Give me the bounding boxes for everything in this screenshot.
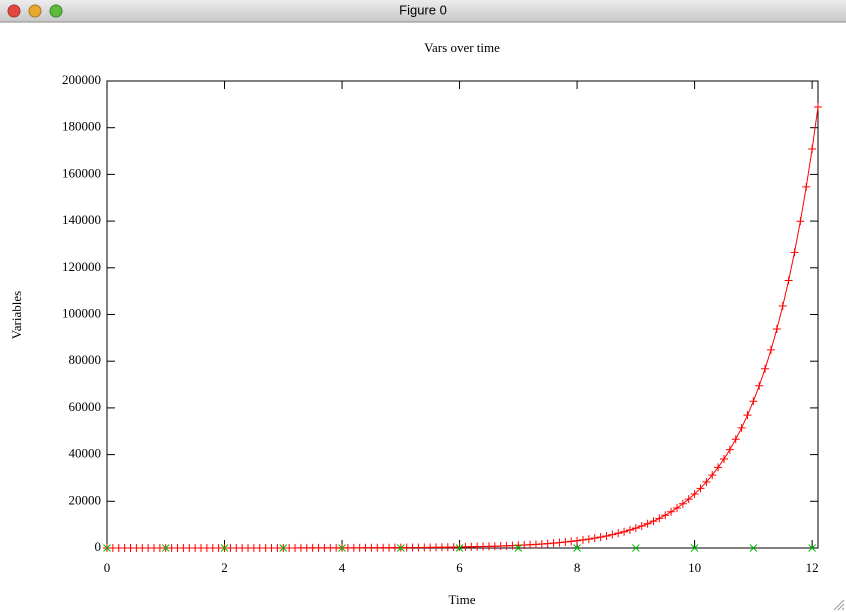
x-tick-label: 4 [339,560,346,575]
point-marker [596,533,605,542]
x-tick-label: 12 [806,560,819,575]
point-marker [708,471,717,480]
point-marker [643,519,652,528]
point-marker [661,511,670,520]
y-tick-label: 180000 [62,119,101,134]
point-marker [655,514,664,523]
point-marker [631,524,640,533]
point-marker [614,529,623,538]
point-marker [103,544,111,552]
point-marker [396,544,405,552]
point-marker [279,544,288,552]
x-axis-label: Time [449,592,476,607]
point-marker [549,539,558,548]
point-marker [161,544,170,552]
point-marker [743,411,752,420]
point-marker [719,454,728,463]
resize-grip[interactable] [833,599,845,611]
chart-title: Vars over time [424,40,500,55]
point-marker [584,535,593,544]
point-marker [220,544,229,552]
point-marker [690,489,699,498]
y-tick-label: 100000 [62,305,101,320]
point-marker [625,526,634,535]
y-tick-label: 120000 [62,259,101,274]
point-marker [814,102,822,111]
point-marker [790,248,799,257]
point-marker [590,534,599,543]
close-button[interactable] [7,4,21,18]
point-marker [455,544,464,552]
minimize-button[interactable] [28,4,42,18]
y-tick-label: 200000 [62,72,101,87]
title-bar [0,0,846,22]
point-marker [802,182,811,191]
point-marker [561,538,570,547]
point-marker [555,538,564,547]
point-marker [725,445,734,454]
point-marker [761,364,770,373]
point-marker [731,435,740,444]
y-axis-label: Variables [9,291,24,339]
x-tick-label: 2 [221,560,228,575]
point-marker [631,544,640,552]
point-marker [755,381,764,390]
y-tick-label: 60000 [69,399,102,414]
point-marker [678,499,687,508]
y-tick-label: 20000 [69,492,102,507]
point-marker [702,478,711,487]
point-marker [796,217,805,226]
point-marker [696,484,705,493]
window-title: Figure 0 [399,2,447,17]
point-marker [620,527,629,536]
x-tick-label: 6 [456,560,463,575]
point-marker [637,522,646,531]
point-marker [573,536,582,545]
y-tick-label: 160000 [62,165,101,180]
x-tick-label: 10 [688,560,701,575]
point-marker [690,544,699,552]
point-marker [608,530,617,539]
point-marker [602,531,611,540]
point-marker [649,517,658,526]
plot: Vars over time Time Variables 0 20000 4000… [9,40,822,607]
point-marker [667,507,676,516]
point-marker [749,544,758,552]
y-tick-label: 140000 [62,212,101,227]
point-marker [672,503,681,512]
point-marker [749,397,758,406]
point-marker [714,463,723,472]
point-marker [808,544,816,552]
point-marker [338,544,346,552]
point-marker [772,325,781,334]
point-marker [766,345,775,354]
x-tick-label: 8 [574,560,581,575]
point-marker [578,535,587,544]
zoom-button[interactable] [49,4,63,18]
point-marker [684,495,693,504]
point-marker [808,144,817,153]
point-marker [514,544,523,552]
point-marker [778,301,787,310]
point-marker [573,544,581,552]
point-marker [784,276,793,285]
point-marker [737,423,746,432]
y-tick-label: 80000 [69,352,102,367]
series-line [106,106,819,549]
plot-frame [106,80,819,549]
point-marker [567,537,576,546]
x-tick-label: 0 [104,560,111,575]
y-tick-label: 40000 [69,446,102,461]
y-tick-label: 0 [95,539,102,554]
